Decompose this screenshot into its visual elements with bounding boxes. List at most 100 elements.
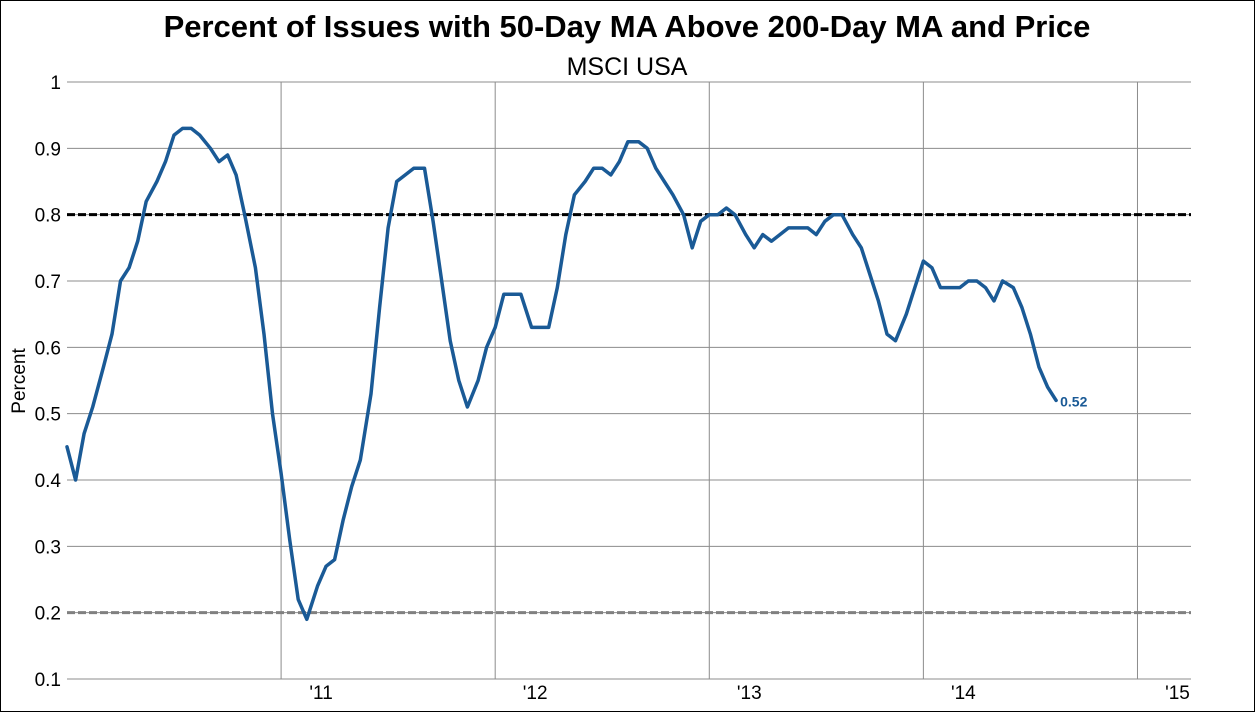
- data-point: [645, 147, 649, 150]
- y-tick-label: 0.8: [35, 206, 61, 227]
- data-point: [815, 233, 818, 236]
- x-tick-label: '12: [523, 683, 548, 704]
- data-point: [359, 458, 362, 462]
- data-point: [626, 140, 630, 143]
- data-point: [538, 326, 542, 329]
- y-tick-label: 0.4: [35, 471, 62, 492]
- data-point: [975, 279, 979, 283]
- data-point: [798, 226, 801, 230]
- data-point: [333, 558, 336, 561]
- x-tick-label: '15: [1165, 683, 1190, 704]
- data-point: [369, 392, 373, 395]
- data-point: [708, 213, 711, 216]
- y-tick-label: 0.3: [35, 537, 61, 558]
- x-axis-ticks: '11 '12 '13 '14 '15: [309, 683, 1189, 704]
- data-point: [885, 332, 889, 336]
- data-point: [922, 259, 925, 263]
- data-point: [82, 432, 86, 435]
- data-point: [189, 127, 193, 130]
- x-tick-label: '13: [737, 683, 762, 704]
- data-point: [119, 279, 122, 283]
- data-point: [297, 598, 300, 601]
- data-point: [913, 286, 917, 289]
- data-point: [476, 379, 480, 382]
- data-point: [74, 478, 77, 482]
- end-value-label: 0.52: [1060, 393, 1087, 409]
- data-point: [102, 366, 105, 369]
- data-point: [65, 445, 69, 449]
- data-point: [654, 167, 657, 170]
- data-point: [181, 127, 184, 130]
- data-point: [618, 160, 621, 163]
- data-point: [851, 233, 854, 236]
- data-point: [958, 286, 961, 289]
- data-point: [573, 193, 576, 196]
- data-point: [894, 339, 897, 342]
- data-point: [1037, 366, 1041, 369]
- data-point: [91, 405, 94, 409]
- data-point: [806, 226, 809, 230]
- y-tick-label: 0.5: [35, 405, 61, 426]
- data-point: [868, 273, 872, 276]
- chart-title: Percent of Issues with 50-Day MA Above 2…: [164, 9, 1091, 44]
- data-point: [725, 206, 728, 210]
- data-point: [699, 220, 702, 223]
- data-point: [502, 293, 505, 296]
- data-point: [378, 306, 381, 309]
- data-point: [485, 346, 488, 349]
- data-point: [823, 220, 827, 223]
- data-point: [1046, 385, 1049, 389]
- data-point: [601, 167, 604, 170]
- data-point: [466, 405, 469, 409]
- data-point: [1020, 306, 1024, 309]
- data-point: [172, 133, 176, 137]
- data-point: [341, 518, 345, 521]
- data-point: [511, 293, 514, 296]
- data-point: [547, 326, 550, 329]
- data-point: [279, 472, 283, 475]
- data-point: [423, 167, 426, 170]
- data-point: [440, 279, 443, 283]
- data-point: [939, 286, 942, 289]
- data-point: [556, 286, 559, 289]
- data-point: [1029, 332, 1032, 336]
- series-line: [65, 126, 1058, 622]
- y-axis-ticks: 1 0.9 0.8 0.7 0.6 0.5 0.4 0.3 0.2 0.1: [35, 73, 62, 691]
- data-point: [905, 312, 908, 316]
- data-point: [271, 412, 274, 415]
- x-tick-label: '14: [951, 683, 976, 704]
- data-point: [350, 485, 353, 488]
- data-point: [412, 167, 416, 170]
- data-point: [877, 299, 880, 303]
- data-point: [733, 213, 737, 216]
- data-point: [744, 233, 747, 236]
- series-layer: 0.52: [65, 126, 1088, 622]
- data-point: [209, 147, 212, 150]
- data-point: [860, 246, 863, 250]
- data-point: [967, 279, 970, 283]
- data-point: [530, 326, 533, 329]
- data-point: [671, 193, 675, 196]
- data-point: [564, 233, 568, 236]
- data-point: [753, 246, 756, 250]
- data-point: [992, 299, 996, 303]
- data-point: [457, 379, 460, 382]
- data-point: [217, 160, 221, 163]
- data-point: [164, 160, 167, 163]
- data-point: [770, 240, 773, 243]
- data-point: [716, 213, 720, 216]
- data-point: [449, 339, 452, 342]
- data-point: [127, 266, 131, 269]
- data-point: [761, 233, 765, 236]
- data-point: [288, 538, 291, 541]
- data-point: [262, 332, 266, 336]
- data-point: [984, 286, 987, 289]
- data-point: [305, 618, 308, 621]
- y-tick-label: 0.7: [35, 272, 61, 293]
- data-point: [254, 266, 257, 269]
- y-tick-label: 0.9: [35, 139, 61, 160]
- x-tick-label: '11: [309, 683, 332, 704]
- data-point: [519, 293, 523, 296]
- data-point: [778, 233, 782, 236]
